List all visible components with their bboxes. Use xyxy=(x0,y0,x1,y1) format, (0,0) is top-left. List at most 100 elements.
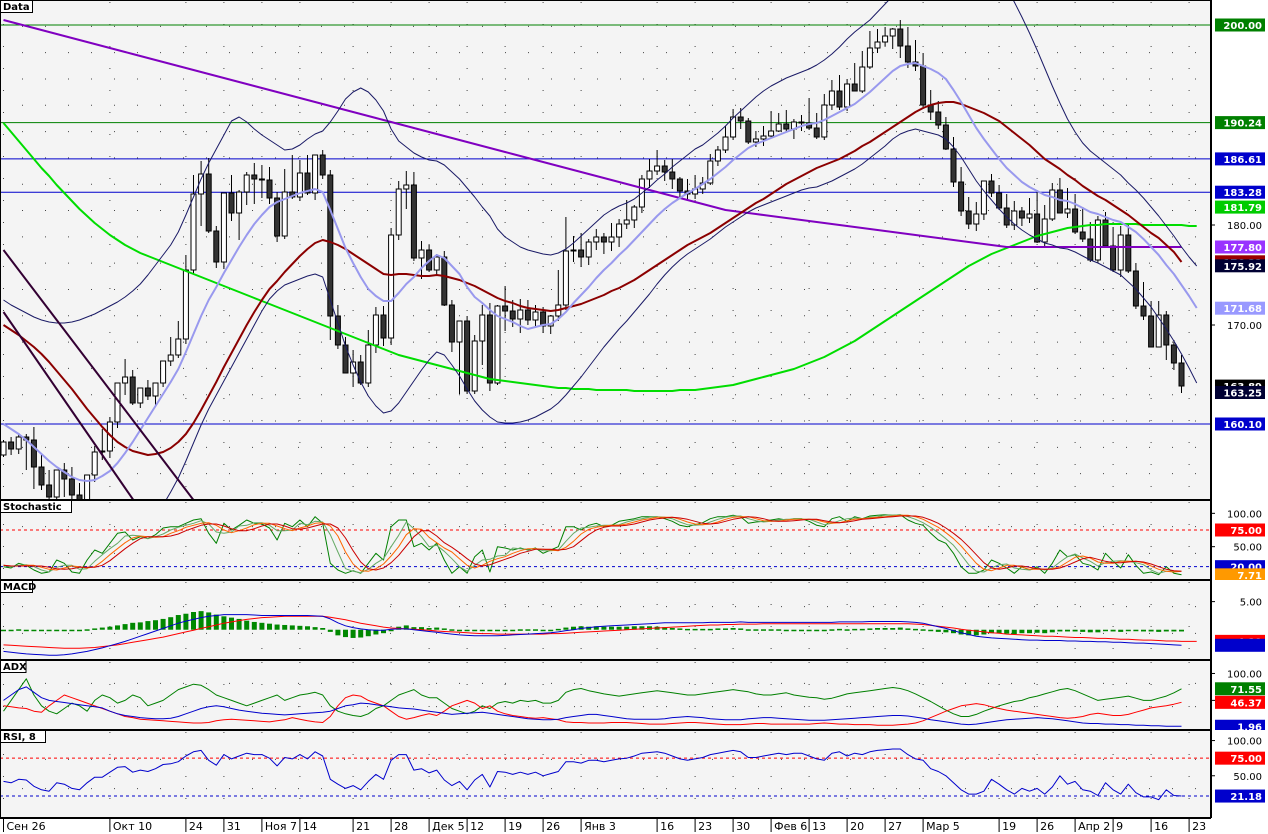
candle-body xyxy=(410,184,417,259)
series-line xyxy=(3,514,1182,576)
date-axis: Сен 26 Окт 10 24 31 Ноя 7 14 21 28 Дек 5 12 19 26 Ян… xyxy=(0,818,1211,834)
axis-tick-label: 100.00 xyxy=(1227,737,1262,748)
candle-body xyxy=(578,249,585,258)
candle-body xyxy=(372,314,379,346)
candle-body xyxy=(46,484,53,498)
histogram-bar xyxy=(768,629,774,631)
histogram-bar xyxy=(593,626,599,630)
candle-body xyxy=(502,305,509,312)
candle-body xyxy=(1049,189,1056,220)
candle-body xyxy=(920,65,927,106)
grid-dots xyxy=(3,732,1209,816)
histogram-bar xyxy=(289,625,295,630)
candle-body xyxy=(312,154,319,194)
histogram-bar xyxy=(814,629,820,632)
series-line xyxy=(3,514,1182,574)
histogram-bar xyxy=(282,624,288,630)
candle-body xyxy=(8,441,15,450)
histogram-bar xyxy=(875,628,880,630)
histogram-bar xyxy=(859,628,865,631)
date-label: 26 xyxy=(1040,820,1054,833)
histogram-bar xyxy=(267,623,272,630)
plot-area xyxy=(1,748,1210,801)
candle-body xyxy=(479,314,486,342)
value-tag-label: 20.00 xyxy=(1230,563,1262,574)
value-tag-label: 186.61 xyxy=(1223,155,1262,166)
candle-body xyxy=(616,223,623,238)
candle-body xyxy=(509,310,516,320)
histogram-bar xyxy=(1019,629,1025,634)
histogram-bar xyxy=(487,629,493,632)
value-tag xyxy=(1215,682,1265,696)
series-line xyxy=(3,614,1182,656)
candle-body xyxy=(68,478,75,496)
histogram-bar xyxy=(8,629,14,632)
histogram-bar xyxy=(77,629,82,632)
value-tag-label: 181.79 xyxy=(1223,203,1262,214)
panel-title: Stochastic xyxy=(3,502,62,513)
histogram-bar xyxy=(54,629,60,632)
candle-body xyxy=(388,234,395,339)
histogram-bar xyxy=(305,626,310,630)
histogram-bar xyxy=(1049,629,1055,633)
histogram-bar xyxy=(274,624,280,630)
series-line xyxy=(166,128,1198,499)
grid-dots xyxy=(3,662,1209,728)
histogram-bar xyxy=(935,629,941,632)
axis-tick-label: 100.00 xyxy=(1227,669,1262,680)
candle-body xyxy=(1072,208,1079,233)
histogram-bar xyxy=(662,627,668,630)
histogram-bar xyxy=(951,629,956,634)
histogram-bar xyxy=(510,629,516,632)
candle-body xyxy=(547,315,554,327)
histogram-bar xyxy=(39,629,44,632)
candle-body xyxy=(973,213,980,225)
value-tag xyxy=(1215,638,1265,652)
panel-title: MACD xyxy=(3,582,36,593)
candle-body xyxy=(768,130,775,137)
histogram-bar xyxy=(715,628,721,630)
candle-body xyxy=(730,116,737,138)
date-label: 27 xyxy=(888,820,902,833)
date-label: Окт 10 xyxy=(113,820,152,833)
panel-title-box xyxy=(0,730,46,743)
candle-body xyxy=(859,66,866,92)
candle-body xyxy=(243,174,250,193)
candle-body xyxy=(464,320,471,392)
series-line xyxy=(3,19,1182,248)
candle-body xyxy=(836,90,843,108)
candle-body xyxy=(798,121,805,124)
value-tag-label: 200.00 xyxy=(1223,21,1262,32)
histogram-bar xyxy=(244,620,250,630)
value-tag xyxy=(1215,386,1265,399)
date-label: 14 xyxy=(303,820,317,833)
date-label: 16 xyxy=(1154,820,1168,833)
candle-body xyxy=(996,192,1003,209)
candle-body xyxy=(828,90,835,106)
candle-body xyxy=(942,124,949,150)
histogram-bar xyxy=(388,629,394,632)
histogram-bar xyxy=(609,626,614,630)
histogram-bar xyxy=(350,629,356,638)
candle-body xyxy=(456,320,463,343)
date-label: 28 xyxy=(394,820,408,833)
histogram-bar xyxy=(495,629,500,632)
candle-body xyxy=(152,382,159,397)
candle-body xyxy=(304,172,311,194)
plot-area xyxy=(1,1,1210,499)
histogram-bar xyxy=(1072,629,1078,632)
candle-body xyxy=(889,28,896,37)
date-label: 20 xyxy=(850,820,864,833)
candle-body xyxy=(1125,234,1132,272)
candle-body xyxy=(296,172,303,198)
candle-body xyxy=(350,361,357,374)
candle-body xyxy=(585,241,592,258)
histogram-bar xyxy=(1095,629,1101,633)
candle-body xyxy=(471,340,478,392)
candle-body xyxy=(15,436,22,450)
histogram-bar xyxy=(533,629,538,631)
histogram-bar xyxy=(1034,629,1040,633)
candle-body xyxy=(1110,245,1117,271)
candle-body xyxy=(950,148,957,183)
histogram-bar xyxy=(707,628,713,631)
